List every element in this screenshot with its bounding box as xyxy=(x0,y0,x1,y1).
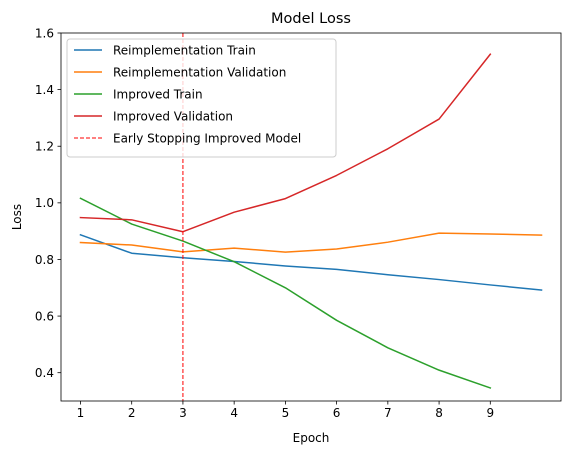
x-tick-label: 3 xyxy=(179,406,187,420)
legend-label: Improved Validation xyxy=(113,109,233,123)
y-tick-label: 1.4 xyxy=(35,83,54,97)
series-line-0 xyxy=(79,233,543,291)
x-tick-label: 2 xyxy=(128,406,136,420)
legend-label: Reimplementation Validation xyxy=(113,65,286,79)
x-axis-label: Epoch xyxy=(293,431,330,445)
legend-label: Reimplementation Train xyxy=(113,43,256,57)
legend-label: Early Stopping Improved Model xyxy=(113,131,301,145)
y-tick-label: 0.4 xyxy=(35,366,54,380)
x-tick-label: 5 xyxy=(282,406,290,420)
legend: Reimplementation Train Reimplementation V… xyxy=(66,38,337,158)
y-tick-label: 1.2 xyxy=(35,140,54,154)
y-tick-label: 0.6 xyxy=(35,309,54,323)
x-tick-label: 7 xyxy=(384,406,392,420)
y-axis-label: Loss xyxy=(10,204,24,230)
chart-title: Model Loss xyxy=(271,11,351,27)
x-tick-label: 4 xyxy=(230,406,238,420)
legend-label: Improved Train xyxy=(113,87,203,101)
series-line-3 xyxy=(79,53,492,233)
axes-frame xyxy=(60,32,562,402)
plot-area xyxy=(79,33,543,401)
x-tick-label: 6 xyxy=(333,406,341,420)
y-tick-label: 0.8 xyxy=(35,253,54,267)
x-tick-label: 8 xyxy=(435,406,443,420)
legend-box xyxy=(66,38,337,158)
x-tick-label: 9 xyxy=(486,406,494,420)
series-line-2 xyxy=(79,197,492,389)
y-tick-label: 1.6 xyxy=(35,26,54,40)
y-tick-label: 1.0 xyxy=(35,196,54,210)
axes: 1 2 3 4 5 6 7 8 9 0.4 0.6 0.8 1.0 1.2 1.4 1.6 xyxy=(35,26,562,420)
series-line-1 xyxy=(79,232,543,253)
x-tick-label: 1 xyxy=(77,406,85,420)
